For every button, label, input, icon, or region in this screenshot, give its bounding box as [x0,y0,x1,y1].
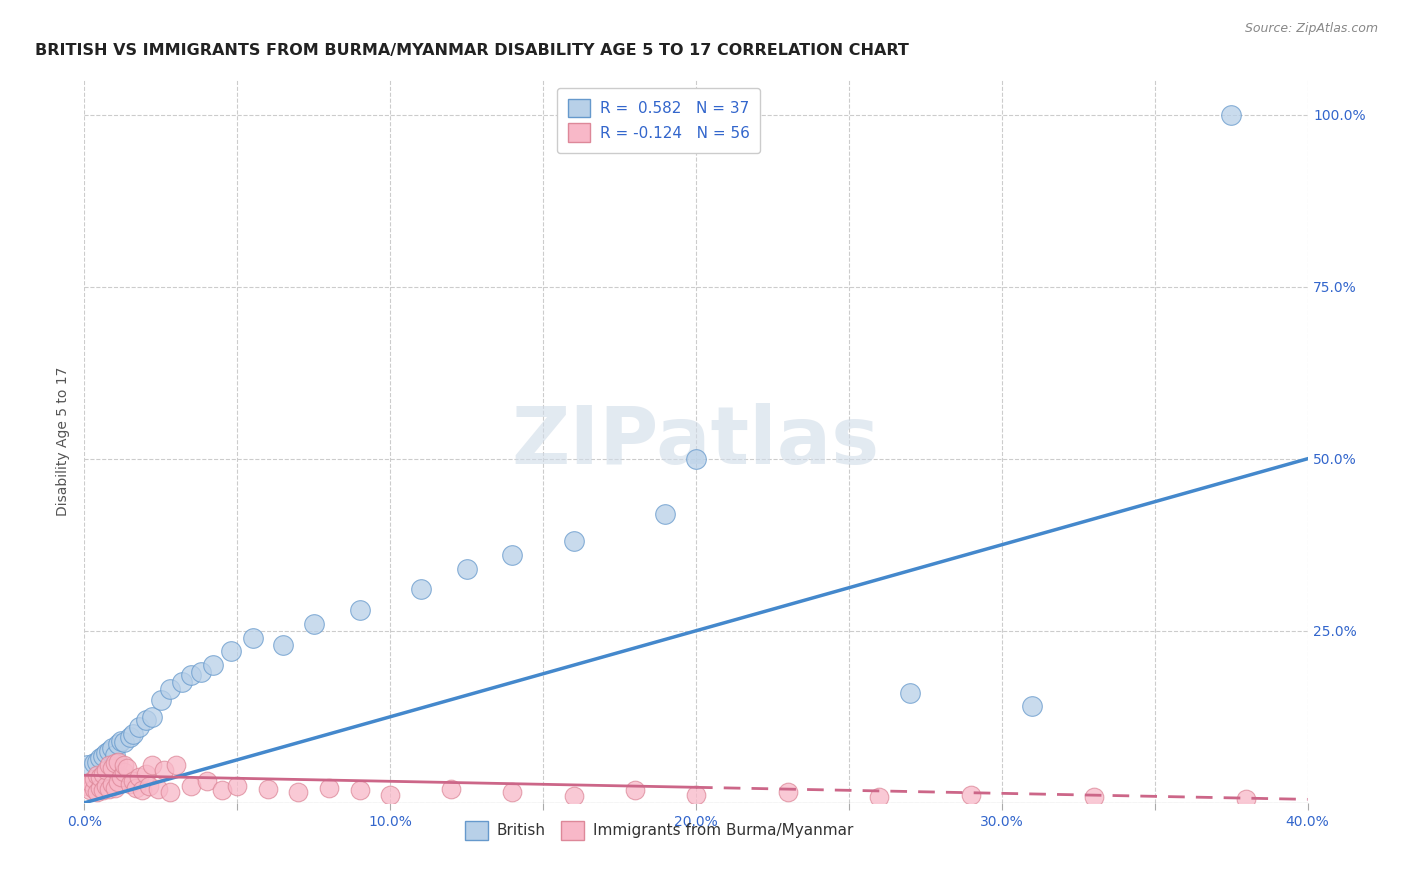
Point [86,768,108,782]
Point [131,783,153,797]
Point [138,779,160,793]
Point [89,751,111,765]
Point [1236,792,1258,806]
Point [159,785,181,799]
Point [79,783,101,797]
Point [776,785,799,799]
Point [135,713,157,727]
Point [112,764,135,779]
Point [83,782,105,797]
Point [94,746,117,760]
Point [159,682,181,697]
Point [101,761,124,775]
Point [101,740,124,755]
Point [149,692,172,706]
Point [104,780,127,795]
Point [141,758,163,772]
Point [101,776,124,790]
Point [120,776,142,790]
Point [287,785,309,799]
Point [120,731,142,745]
Point [76,758,98,772]
Point [104,756,127,770]
Point [86,785,108,799]
Point [107,737,129,751]
Point [502,785,524,799]
Point [122,727,145,741]
Legend: British, Immigrants from Burma/Myanmar: British, Immigrants from Burma/Myanmar [458,815,860,846]
Point [211,783,233,797]
Point [83,772,105,786]
Point [91,749,114,764]
Point [257,782,280,797]
Point [302,616,325,631]
Point [112,735,135,749]
Point [128,770,150,784]
Point [180,668,202,682]
Text: ZIPatlas: ZIPatlas [512,402,880,481]
Point [165,758,187,772]
Point [86,755,108,769]
Point [97,758,120,772]
Point [242,631,264,645]
Point [135,767,157,781]
Text: BRITISH VS IMMIGRANTS FROM BURMA/MYANMAR DISABILITY AGE 5 TO 17 CORRELATION CHAR: BRITISH VS IMMIGRANTS FROM BURMA/MYANMAR… [35,44,910,58]
Text: Source: ZipAtlas.com: Source: ZipAtlas.com [1244,22,1378,36]
Point [195,773,218,788]
Point [1083,790,1105,805]
Point [685,788,707,802]
Point [125,780,148,795]
Point [624,783,647,797]
Point [1021,699,1043,714]
Point [654,507,676,521]
Point [502,548,524,562]
Point [685,451,707,466]
Point [128,720,150,734]
Point [146,782,169,797]
Point [79,775,101,789]
Point [190,665,212,679]
Point [562,534,585,549]
Point [349,783,371,797]
Point [76,779,98,793]
Point [153,763,176,777]
Point [141,710,163,724]
Point [94,779,117,793]
Point [122,773,145,788]
Point [271,638,294,652]
Point [83,756,105,770]
Point [110,770,132,784]
Point [318,780,340,795]
Point [562,789,585,803]
Point [110,734,132,748]
Point [219,644,242,658]
Point [89,780,111,795]
Point [104,747,127,762]
Y-axis label: Disability Age 5 to 17: Disability Age 5 to 17 [56,367,70,516]
Point [380,788,402,802]
Point [107,775,129,789]
Point [112,758,135,772]
Point [94,763,117,777]
Point [960,788,983,802]
Point [97,782,120,797]
Point [97,744,120,758]
Point [201,658,224,673]
Point [107,755,129,769]
Point [115,761,138,775]
Point [869,790,891,805]
Point [226,779,249,793]
Point [172,675,194,690]
Point [409,582,432,597]
Point [898,686,921,700]
Point [440,782,463,797]
Point [349,603,371,617]
Point [456,562,478,576]
Point [91,767,114,781]
Point [89,770,111,784]
Point [91,783,114,797]
Point [1220,108,1243,122]
Point [180,779,202,793]
